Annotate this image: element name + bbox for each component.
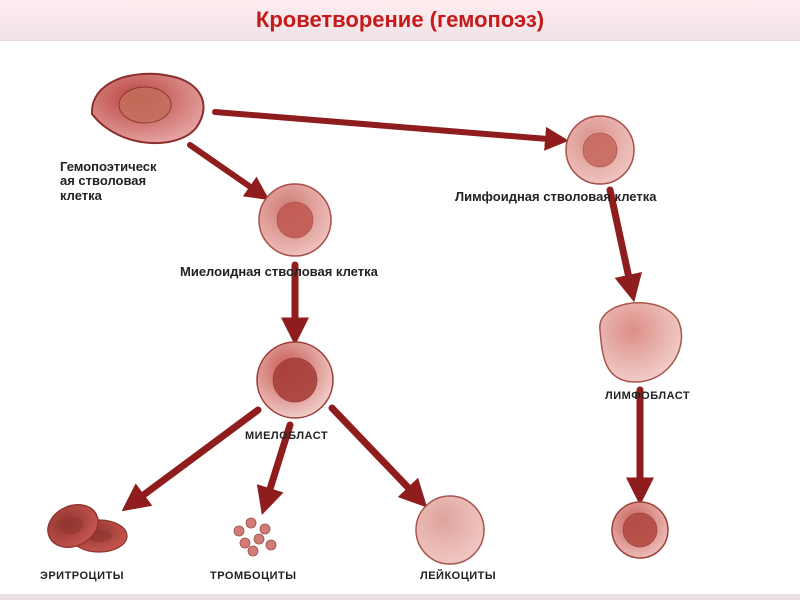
diagram-svg xyxy=(0,40,800,600)
title-bar: Кроветворение (гемопоэз) xyxy=(0,0,800,41)
label-leukocytes: ЛЕЙКОЦИТЫ xyxy=(420,570,496,582)
label-lymphoblast: ЛИМФОБЛАСТ xyxy=(605,390,690,402)
footer-bar xyxy=(0,594,800,600)
label-myeloblast: МИЕЛОБЛАСТ xyxy=(245,430,328,442)
label-myeloid-stem: Миелоидная стволовая клетка xyxy=(180,265,378,279)
diagram-canvas: Гемопоэтическ ая стволовая клетка Миелои… xyxy=(0,40,800,600)
page-title: Кроветворение (гемопоэз) xyxy=(256,7,544,32)
label-hsc: Гемопоэтическ ая стволовая клетка xyxy=(60,160,156,203)
label-lymphoid-stem: Лимфоидная стволовая клетка xyxy=(455,190,656,204)
label-thrombocytes: ТРОМБОЦИТЫ xyxy=(210,570,297,582)
label-erythrocytes: ЭРИТРОЦИТЫ xyxy=(40,570,124,582)
